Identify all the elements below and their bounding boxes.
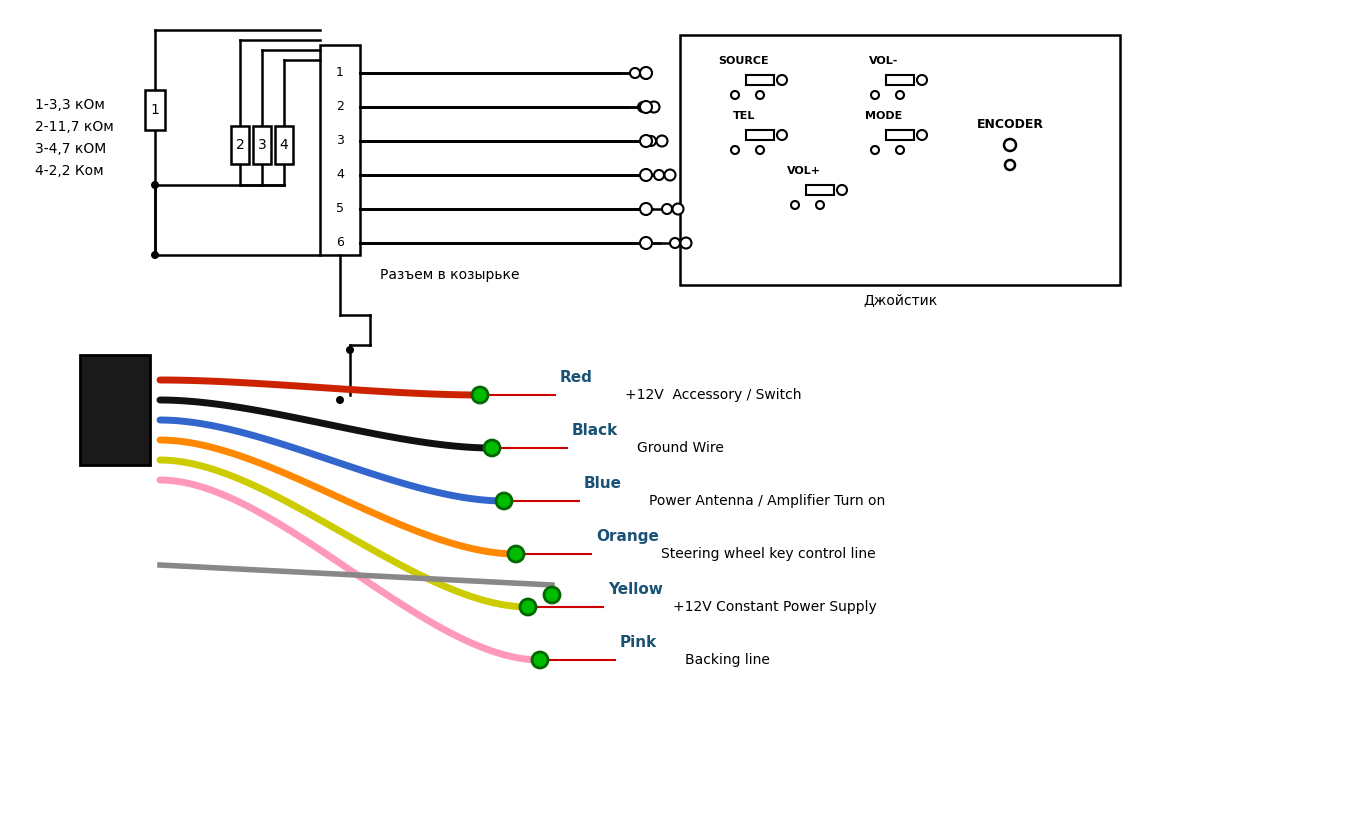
Text: +12V Constant Power Supply: +12V Constant Power Supply	[674, 600, 877, 614]
Text: 1-3,3 кОм: 1-3,3 кОм	[35, 98, 105, 112]
Circle shape	[756, 91, 764, 99]
Circle shape	[496, 493, 512, 509]
Bar	[886, 75, 915, 85]
Bar	[145, 90, 164, 130]
Circle shape	[680, 238, 691, 248]
Bar	[321, 45, 360, 255]
Circle shape	[756, 146, 764, 154]
Text: 3: 3	[335, 134, 343, 148]
Text: +12V  Accessory / Switch: +12V Accessory / Switch	[625, 388, 801, 402]
Circle shape	[544, 587, 560, 603]
Circle shape	[655, 170, 664, 180]
Text: 4: 4	[335, 168, 343, 182]
Text: 3: 3	[257, 138, 267, 152]
Circle shape	[640, 203, 652, 215]
Text: Ground Wire: Ground Wire	[637, 441, 723, 455]
Text: 4: 4	[280, 138, 288, 152]
Circle shape	[484, 440, 500, 456]
Text: Джойстик: Джойстик	[863, 293, 938, 307]
Text: SOURCE: SOURCE	[719, 56, 769, 66]
Bar	[680, 35, 1119, 285]
Circle shape	[641, 68, 652, 78]
Text: Blue: Blue	[585, 476, 622, 491]
Circle shape	[672, 204, 683, 215]
Circle shape	[661, 204, 672, 214]
Text: Разъем в козырьке: Разъем в козырьке	[380, 268, 520, 282]
Circle shape	[896, 146, 904, 154]
Text: Red: Red	[560, 370, 593, 385]
Circle shape	[917, 75, 927, 85]
Circle shape	[640, 67, 652, 79]
Circle shape	[346, 346, 354, 354]
Text: Power Antenna / Amplifier Turn on: Power Antenna / Amplifier Turn on	[649, 494, 885, 508]
Circle shape	[777, 75, 787, 85]
Circle shape	[640, 101, 652, 113]
Text: VOL+: VOL+	[787, 166, 822, 176]
Text: ENCODER: ENCODER	[977, 119, 1044, 131]
Circle shape	[656, 135, 668, 147]
Text: 2: 2	[335, 101, 343, 114]
Text: Steering wheel key control line: Steering wheel key control line	[661, 547, 876, 561]
Text: 4-2,2 Ком: 4-2,2 Ком	[35, 164, 104, 178]
Circle shape	[1005, 160, 1016, 170]
Circle shape	[791, 201, 799, 209]
Circle shape	[836, 185, 847, 195]
Circle shape	[532, 652, 548, 668]
Circle shape	[520, 599, 536, 615]
Text: Backing line: Backing line	[686, 653, 770, 667]
Circle shape	[669, 238, 680, 248]
Circle shape	[471, 387, 488, 403]
Bar	[230, 126, 249, 164]
Bar	[275, 126, 294, 164]
Text: Pink: Pink	[620, 635, 657, 650]
Circle shape	[640, 237, 652, 249]
Text: 1: 1	[151, 103, 159, 117]
Circle shape	[151, 251, 159, 259]
Circle shape	[816, 201, 824, 209]
Circle shape	[647, 136, 656, 146]
Bar	[746, 130, 775, 140]
Circle shape	[777, 130, 787, 140]
Text: TEL: TEL	[733, 111, 756, 121]
Text: 2-11,7 кОм: 2-11,7 кОм	[35, 120, 113, 134]
Text: 2: 2	[236, 138, 244, 152]
Circle shape	[648, 101, 660, 112]
Text: Yellow: Yellow	[607, 582, 663, 597]
Text: Black: Black	[572, 423, 618, 438]
Circle shape	[917, 130, 927, 140]
Text: 5: 5	[335, 202, 343, 215]
Circle shape	[872, 91, 880, 99]
Circle shape	[335, 396, 343, 404]
Circle shape	[731, 146, 740, 154]
Bar	[806, 185, 834, 195]
Circle shape	[1004, 139, 1016, 151]
Text: 1: 1	[335, 67, 343, 79]
Bar	[886, 130, 915, 140]
Bar	[79, 355, 150, 465]
Circle shape	[508, 546, 524, 562]
Text: 6: 6	[335, 237, 343, 249]
Circle shape	[638, 102, 648, 112]
Circle shape	[640, 169, 652, 181]
Text: Orange: Orange	[595, 529, 659, 544]
Circle shape	[664, 169, 675, 181]
Circle shape	[731, 91, 740, 99]
Bar	[746, 75, 775, 85]
Text: VOL-: VOL-	[869, 56, 898, 66]
Text: MODE: MODE	[865, 111, 902, 121]
Bar	[253, 126, 271, 164]
Circle shape	[872, 146, 880, 154]
Text: 3-4,7 кОМ: 3-4,7 кОМ	[35, 142, 106, 156]
Circle shape	[896, 91, 904, 99]
Circle shape	[640, 135, 652, 147]
Circle shape	[151, 181, 159, 189]
Circle shape	[630, 68, 640, 78]
